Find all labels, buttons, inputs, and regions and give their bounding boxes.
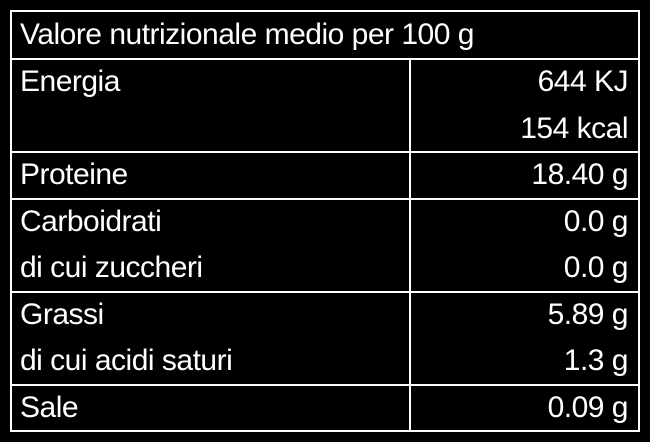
row-value: 0.0 g	[563, 204, 629, 238]
row-label: Carboidrati	[20, 204, 162, 238]
row-value: 0.0 g	[563, 251, 629, 284]
row-divider	[10, 58, 640, 60]
row-divider	[10, 383, 640, 386]
row-label: Grassi	[20, 297, 104, 331]
table-title: Valore nutrizionale medio per 100 g	[20, 18, 474, 51]
row-label: di cui acidi saturi	[20, 344, 233, 377]
table-border	[10, 10, 640, 432]
row-value: 644 KJ	[537, 65, 629, 98]
row-value: 5.89 g	[547, 297, 629, 331]
row-label: Energia	[20, 65, 120, 98]
row-label: di cui zuccheri	[20, 251, 203, 284]
row-value: 0.09 g	[547, 390, 629, 424]
row-value: 18.40 g	[531, 158, 628, 191]
row-label: Sale	[20, 390, 79, 424]
row-label: Proteine	[20, 158, 128, 191]
row-divider	[10, 197, 640, 200]
row-value: 154 kcal	[520, 111, 628, 145]
row-value: 1.3 g	[563, 344, 629, 377]
row-divider	[10, 151, 640, 153]
column-divider	[409, 59, 411, 430]
row-divider	[10, 290, 640, 293]
